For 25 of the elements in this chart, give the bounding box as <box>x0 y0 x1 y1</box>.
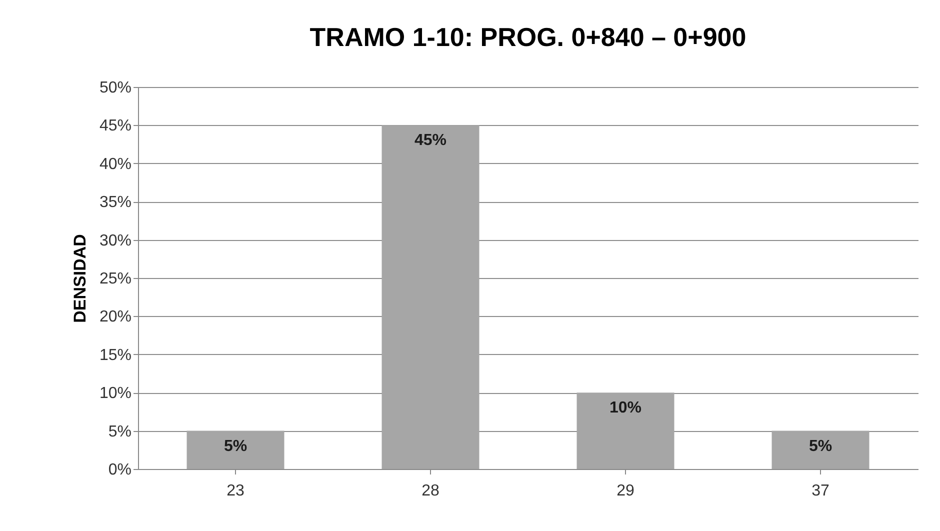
y-tick-label: 5% <box>108 423 132 440</box>
bar <box>576 392 674 469</box>
x-tick-label: 37 <box>812 482 830 500</box>
x-tick-label: 29 <box>616 482 634 500</box>
y-tick-label: 25% <box>99 270 132 288</box>
x-tick-label: 28 <box>422 482 440 500</box>
bar <box>382 125 480 469</box>
bar <box>772 430 870 469</box>
y-tick-label: 0% <box>108 462 132 478</box>
data-label: 45% <box>414 132 447 150</box>
y-tick-label: 35% <box>99 194 132 212</box>
data-label: 10% <box>609 400 642 417</box>
chart-title: TRAMO 1-10: PROG. 0+840 – 0+900 <box>310 22 746 52</box>
data-label: 5% <box>224 438 248 455</box>
y-axis-title: DENSIDAD <box>70 234 90 323</box>
y-tick-label: 40% <box>99 156 132 173</box>
y-tick-label: 45% <box>99 118 132 135</box>
data-label: 5% <box>808 438 832 455</box>
y-tick-label: 15% <box>99 346 132 364</box>
x-tick-label: 23 <box>226 482 244 500</box>
y-tick-label: 10% <box>99 385 132 402</box>
y-tick-label: 20% <box>99 308 132 326</box>
y-tick-label: 30% <box>99 232 132 250</box>
bar <box>186 430 284 469</box>
y-tick-label: 50% <box>99 80 132 96</box>
